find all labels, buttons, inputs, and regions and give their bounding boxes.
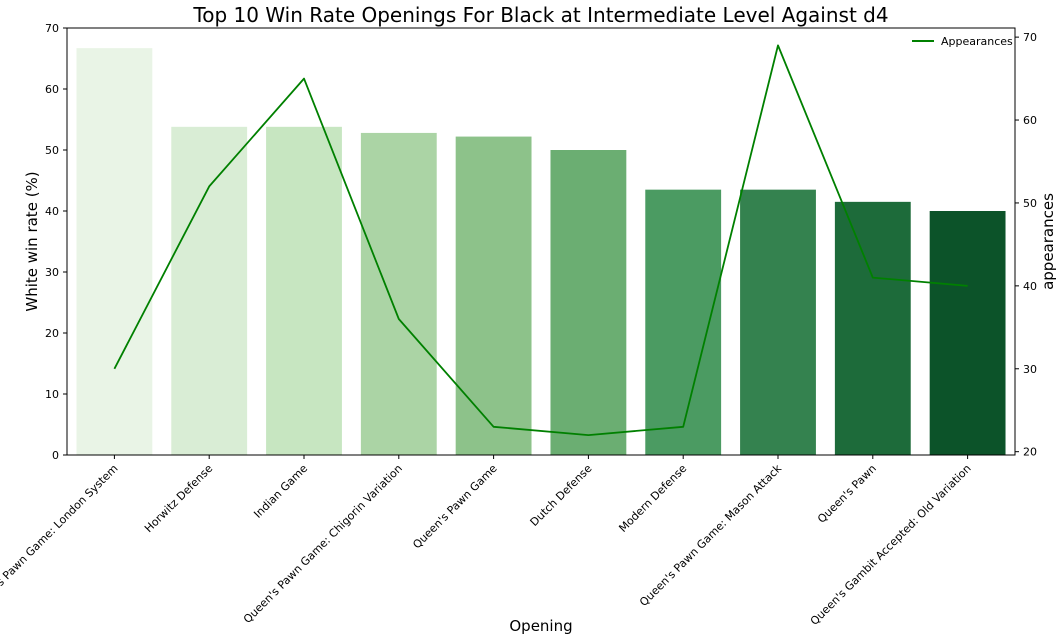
- y2-axis-title: appearances: [1039, 193, 1057, 290]
- bar: [550, 150, 627, 455]
- y-tick-label: 30: [45, 266, 59, 279]
- y2-tick-label: 50: [1023, 197, 1037, 210]
- y-tick-label: 10: [45, 388, 59, 401]
- bar: [929, 211, 1006, 455]
- bar: [455, 136, 532, 455]
- x-tick-label: Queen's Pawn: [815, 462, 879, 526]
- bar: [740, 189, 816, 455]
- bar: [360, 132, 437, 456]
- x-tick-label: Queen's Pawn Game: [410, 462, 500, 552]
- x-tick-label: Indian Game: [251, 462, 310, 521]
- line-layer: [113, 44, 968, 437]
- y-tick-label: 0: [52, 449, 59, 462]
- x-tick-label: Horwitz Defense: [142, 462, 215, 535]
- x-tick-label: Queen's Pawn Game: London System: [0, 462, 121, 617]
- y2-axis-ticks: 20 30 40 50 60 70: [1015, 31, 1037, 459]
- y-tick-label: 60: [45, 83, 59, 96]
- y-axis-title: White win rate (%): [23, 171, 41, 311]
- x-tick-label: Queen's Gambit Accepted: Old Variation: [808, 462, 974, 628]
- plot-frame: [66, 27, 1016, 456]
- x-axis-title: Opening: [509, 617, 572, 635]
- x-axis-ticks: Queen's Pawn Game: London System Horwitz …: [0, 455, 974, 628]
- y2-tick-label: 70: [1023, 31, 1037, 44]
- x-tick-label: Dutch Defense: [528, 462, 595, 529]
- y2-tick-label: 20: [1023, 446, 1037, 459]
- x-tick-label: Queen's Pawn Game: Chigorin Variation: [241, 462, 405, 626]
- chart-title: Top 10 Win Rate Openings For Black at In…: [192, 3, 888, 27]
- y2-tick-label: 40: [1023, 280, 1037, 293]
- bar: [834, 201, 911, 455]
- appearances-line: [113, 44, 968, 437]
- bar: [171, 126, 248, 455]
- bar: [266, 126, 342, 455]
- legend-label: Appearances: [941, 35, 1013, 48]
- y-tick-label: 70: [45, 22, 59, 35]
- y-tick-label: 20: [45, 327, 59, 340]
- x-tick-label: Modern Defense: [616, 462, 689, 535]
- y2-tick-label: 60: [1023, 114, 1037, 127]
- y-tick-label: 40: [45, 205, 59, 218]
- bar: [76, 48, 153, 455]
- y-tick-label: 50: [45, 144, 59, 157]
- y-axis-ticks: 0 10 20 30 40 50 60 70: [45, 22, 67, 462]
- bars: [76, 48, 1006, 456]
- y2-tick-label: 30: [1023, 363, 1037, 376]
- legend: Appearances: [912, 35, 1013, 48]
